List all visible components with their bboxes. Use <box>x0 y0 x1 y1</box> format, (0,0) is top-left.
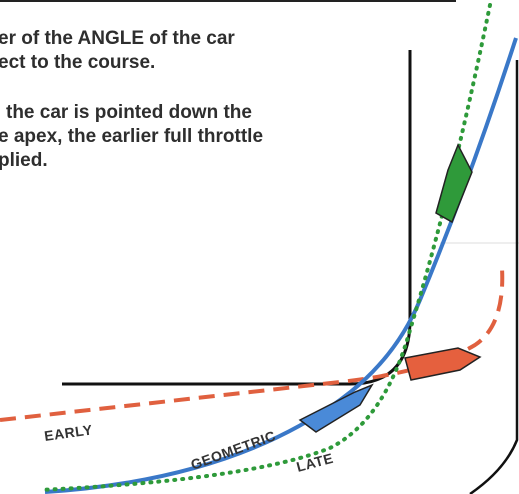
geometric-line <box>44 37 518 494</box>
text-line: ect to the course. <box>0 52 155 73</box>
late-label: LATE <box>295 450 335 475</box>
text-line: er of the ANGLE of the car <box>0 28 235 49</box>
early-line <box>0 267 505 422</box>
late-car <box>435 143 473 224</box>
text-line: plied. <box>0 150 48 171</box>
geometric-car <box>298 383 374 433</box>
text-line: e apex, the earlier full throttle <box>0 126 263 147</box>
course-edge <box>62 50 412 386</box>
text-line: the car is pointed down the <box>6 102 252 123</box>
early-car <box>404 347 482 381</box>
early-label: EARLY <box>43 421 94 444</box>
late-line <box>38 3 492 492</box>
course-outer-edge <box>469 60 519 494</box>
geometric-label: GEOMETRIC <box>189 427 278 473</box>
